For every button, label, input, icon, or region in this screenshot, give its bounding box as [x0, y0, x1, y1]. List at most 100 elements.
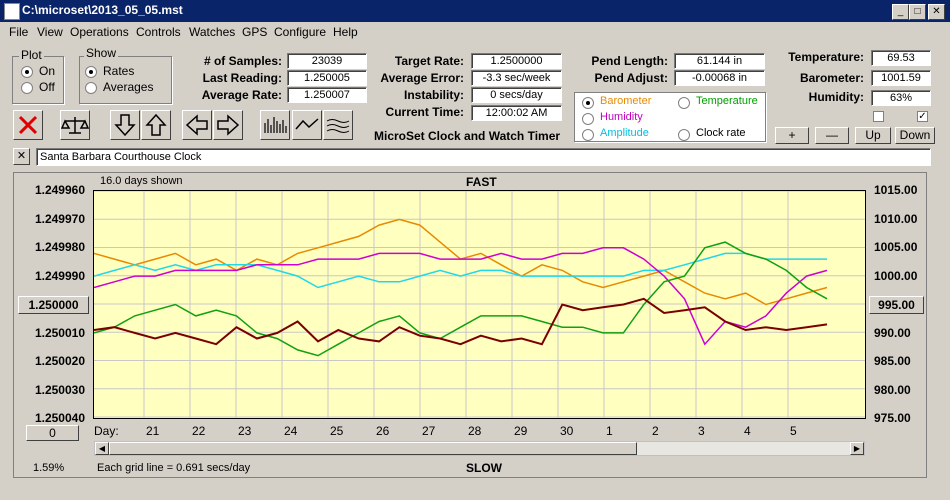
plot-on-radio[interactable] [21, 66, 33, 78]
zero-button[interactable]: 0 [26, 425, 79, 441]
stop-x-icon [18, 115, 38, 135]
plot-group-title: Plot [19, 48, 44, 62]
balance-button[interactable] [60, 110, 90, 140]
days-shown-label: 16.0 days shown [100, 175, 183, 187]
menu-watches[interactable]: Watches [189, 25, 236, 39]
day-label: 3 [698, 424, 705, 438]
app-icon [4, 3, 20, 20]
plot-off-radio[interactable] [21, 82, 33, 94]
target-rate-field: 1.2500000 [471, 53, 562, 69]
pend-adjust-label: Pend Adjust: [594, 71, 668, 85]
y-left-tick: 1.250030 [34, 382, 85, 397]
clock-rate-radio[interactable] [678, 129, 690, 141]
up-arrow-button[interactable] [141, 110, 171, 140]
barometer-checkbox[interactable]: ✓ [917, 111, 928, 122]
day-label: 28 [468, 424, 482, 438]
menu-view[interactable]: View [37, 25, 63, 39]
average-error-label: Average Error: [380, 71, 464, 85]
y-right-tick: 1005.00 [874, 240, 918, 254]
barometer-field: 1001.59 [871, 70, 931, 86]
scrollbar-thumb[interactable] [109, 442, 637, 455]
y-left-tick: 1.250010 [34, 325, 85, 340]
histogram-button[interactable] [260, 110, 290, 140]
scale-plus-button[interactable]: + [775, 127, 809, 144]
humidity-checkbox[interactable] [873, 111, 884, 122]
pend-adjust-field: -0.00068 in [674, 70, 765, 86]
day-label: 29 [514, 424, 528, 438]
up-arrow-icon [145, 113, 167, 136]
show-group [79, 56, 172, 104]
scale-down-button[interactable]: Down [895, 127, 935, 144]
plot-on-label: On [39, 64, 56, 78]
window-title: C:\microset\2013_05_05.mst [22, 3, 183, 17]
day-label: 25 [330, 424, 344, 438]
instability-field: 0 secs/day [471, 87, 562, 103]
series-clock-rate [94, 297, 828, 346]
plot-off-label: Off [39, 80, 55, 94]
right-reference-button[interactable]: 995.00 [869, 296, 924, 314]
maximize-icon[interactable]: □ [909, 4, 926, 20]
menu-controls[interactable]: Controls [136, 25, 181, 39]
show-averages-label: Averages [103, 80, 154, 94]
right-arrow-button[interactable] [213, 110, 243, 140]
menu-file[interactable]: File [9, 25, 29, 39]
day-label: 27 [422, 424, 436, 438]
day-label: 4 [744, 424, 751, 438]
amplitude-radio[interactable] [582, 129, 594, 141]
horizontal-scrollbar[interactable]: ◀ ▶ [94, 441, 865, 456]
plot-group [12, 56, 64, 104]
down-arrow-icon [114, 114, 136, 137]
y-left-tick: 1.249960 [34, 183, 85, 197]
average-rate-label: Average Rate: [201, 88, 282, 102]
left-arrow-button[interactable] [182, 110, 212, 140]
scale-minus-button[interactable]: — [815, 127, 849, 144]
current-time-field: 12:00:02 AM [471, 105, 562, 121]
temperature-radio[interactable] [678, 97, 690, 109]
stop-button[interactable] [13, 110, 43, 140]
humidity-label: Humidity: [808, 90, 864, 104]
line-plot-icon [295, 118, 319, 130]
clock-name-input[interactable]: Santa Barbara Courthouse Clock [36, 148, 931, 166]
scale-up-button[interactable]: Up [855, 127, 891, 144]
average-error-field: -3.3 sec/week [471, 70, 562, 86]
slow-label: SLOW [466, 461, 502, 475]
close-icon[interactable]: ✕ [928, 4, 945, 20]
smooth-plot-button[interactable] [323, 110, 353, 140]
humidity-radio[interactable] [582, 113, 594, 125]
clear-clock-button[interactable]: ✕ [13, 148, 30, 165]
scroll-left-icon[interactable]: ◀ [95, 442, 109, 455]
y-right-tick: 1015.00 [874, 183, 918, 197]
chart-panel [13, 172, 927, 478]
left-arrow-icon [185, 114, 208, 136]
temperature-option-label: Temperature [696, 95, 758, 107]
right-arrow-icon [217, 114, 240, 136]
samples-field: 23039 [287, 53, 367, 69]
left-reference-button[interactable]: 1.250000 [18, 296, 89, 314]
menu-gps[interactable]: GPS [242, 25, 268, 39]
y-left-tick: 1.250020 [34, 354, 85, 368]
y-right-tick: 1000.00 [874, 268, 918, 283]
menu-operations[interactable]: Operations [70, 25, 129, 39]
line-plot-button[interactable] [292, 110, 322, 140]
show-rates-radio[interactable] [85, 66, 97, 78]
samples-label: # of Samples: [203, 54, 282, 68]
series-humidity [94, 247, 828, 346]
day-label: 21 [146, 424, 160, 438]
average-rate-field: 1.250007 [287, 87, 367, 103]
percent-label: 1.59% [33, 462, 65, 474]
pend-length-field: 61.144 in [674, 53, 765, 69]
pend-length-label: Pend Length: [591, 54, 668, 68]
down-arrow-button[interactable] [110, 110, 140, 140]
minimize-icon[interactable]: _ [892, 4, 909, 20]
histogram-icon [264, 117, 287, 133]
show-rates-label: Rates [103, 64, 135, 78]
show-averages-radio[interactable] [85, 82, 97, 94]
barometer-radio[interactable] [582, 97, 594, 109]
menu-configure[interactable]: Configure [274, 25, 327, 39]
y-right-tick: 975.00 [874, 411, 911, 425]
wave-icon [326, 119, 350, 133]
plot-area [93, 190, 866, 419]
scroll-right-icon[interactable]: ▶ [850, 442, 864, 455]
day-label: 30 [560, 424, 574, 438]
menu-help[interactable]: Help [333, 25, 358, 39]
